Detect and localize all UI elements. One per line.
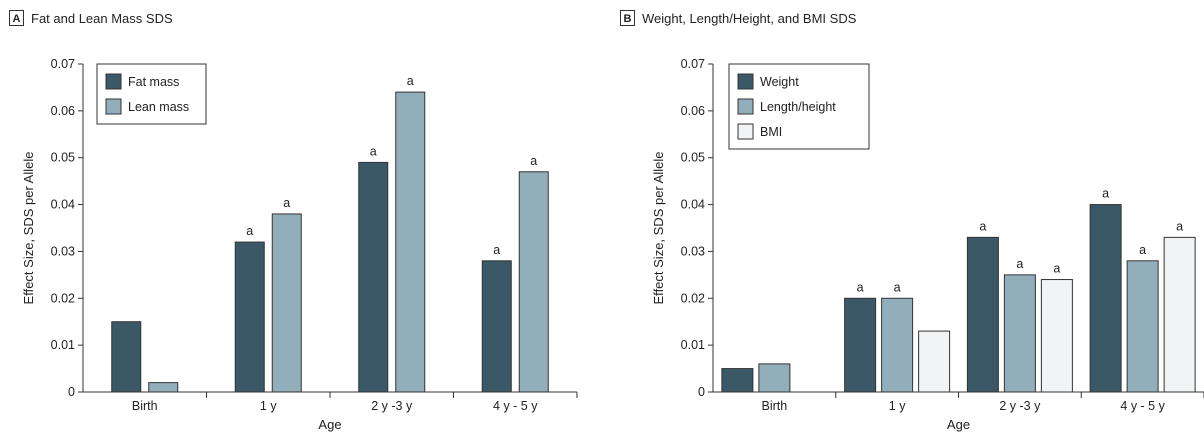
chart-a-bar-annotation: a [246, 224, 253, 238]
chart-b-bar [918, 330, 951, 393]
chart-b-bar [844, 297, 877, 393]
chart-a-bar-annotation: a [370, 144, 377, 158]
chart-a-y-axis-label: Effect Size, SDS per Allele [21, 152, 36, 305]
chart-b-bar [1089, 204, 1122, 393]
chart-b-legend-swatch [737, 123, 754, 140]
chart-a-y-tick-label: 0.05 [51, 151, 75, 165]
chart-b-bar [1003, 274, 1036, 393]
chart-a-x-tick-label: 1 y [260, 399, 277, 413]
chart-b-x-tick-label: Birth [762, 399, 788, 413]
chart-a-y-tick-label: 0.07 [51, 57, 75, 71]
chart-a-x-axis-label: Age [318, 417, 341, 432]
chart-a-legend-label: Fat mass [128, 75, 179, 89]
chart-a-legend-swatch [105, 98, 122, 115]
chart-b-x-axis-label: Age [947, 417, 970, 432]
chart-b-legend-swatch [737, 73, 754, 90]
chart-b-y-tick-label: 0 [698, 385, 705, 399]
chart-b-bar-annotation: a [1139, 243, 1146, 257]
chart-b-y-tick-label: 0.03 [681, 244, 705, 258]
chart-a-bar-annotation: a [283, 196, 290, 210]
chart-a-y-tick-label: 0.01 [51, 338, 75, 352]
chart-a-bar-annotation: a [407, 74, 414, 88]
chart-b-y-tick-label: 0.04 [681, 198, 705, 212]
chart-b-y-tick-label: 0.05 [681, 151, 705, 165]
chart-a-x-tick-label: Birth [132, 399, 158, 413]
chart-a-x-tick-label: 2 y -3 y [371, 399, 413, 413]
chart-a-y-tick-label: 0.04 [51, 198, 75, 212]
chart-b-y-axis-label: Effect Size, SDS per Allele [651, 152, 666, 305]
chart-a-bar [395, 91, 426, 393]
chart-b-x-tick-label: 2 y -3 y [999, 399, 1041, 413]
chart-a-bar [518, 171, 549, 393]
chart-b-bar-annotation: a [1176, 219, 1183, 233]
chart-a-bar [271, 213, 302, 393]
chart-b-y-tick-label: 0.02 [681, 291, 705, 305]
chart-b-bar [966, 236, 999, 393]
chart-b-bar-annotation: a [1053, 262, 1060, 276]
chart-b-legend-label: Length/height [760, 100, 836, 114]
chart-a-bar [234, 241, 265, 393]
chart-b-bar [721, 368, 754, 393]
chart-b-legend-label: BMI [760, 125, 782, 139]
chart-b-bar-annotation: a [979, 219, 986, 233]
panel-a-letter: A [9, 10, 24, 26]
panel-b-header: B Weight, Length/Height, and BMI SDS [620, 10, 856, 26]
chart-b-y-tick-label: 0.06 [681, 104, 705, 118]
chart-a-bar [111, 321, 142, 393]
chart-b-y-tick-label: 0.07 [681, 57, 705, 71]
chart-b-bar-annotation: a [1102, 187, 1109, 201]
chart-b-legend-swatch [737, 98, 754, 115]
chart-b-x-tick-label: 1 y [889, 399, 906, 413]
chart-b-bar-annotation: a [1016, 257, 1023, 271]
chart-b-bar [758, 363, 791, 393]
chart-b-bar-annotation: a [894, 280, 901, 294]
panel-a-header: A Fat and Lean Mass SDS [9, 10, 173, 26]
chart-a-bar-annotation: a [493, 243, 500, 257]
chart-a-y-tick-label: 0.03 [51, 244, 75, 258]
chart-a-bar [148, 382, 179, 393]
chart-a-legend-swatch [105, 73, 122, 90]
chart-a-y-tick-label: 0.06 [51, 104, 75, 118]
chart-b-bar [1040, 279, 1073, 393]
panel-b-title: Weight, Length/Height, and BMI SDS [642, 10, 857, 26]
chart-a-legend-label: Lean mass [128, 100, 189, 114]
chart-b-bar [1163, 236, 1196, 393]
chart-a-bar [481, 260, 512, 393]
panel-b-letter: B [620, 10, 635, 26]
chart-a: 0 0.01 0.02 0.03 0.04 0.05 0.06 0.07 Effect Size… [21, 57, 578, 432]
panel-a-title: Fat and Lean Mass SDS [31, 10, 173, 26]
chart-b-y-tick-label: 0.01 [681, 338, 705, 352]
chart-b-x-tick-label: 4 y - 5 y [1120, 399, 1165, 413]
chart-a-bar-annotation: a [530, 154, 537, 168]
chart-a-y-tick-label: 0 [68, 385, 75, 399]
chart-a-y-tick-label: 0.02 [51, 291, 75, 305]
chart-a-bar [358, 161, 389, 393]
chart-b-bar [881, 297, 914, 393]
chart-b-legend-label: Weight [760, 75, 799, 89]
chart-b-bar-annotation: a [857, 280, 864, 294]
chart-a-x-tick-label: 4 y - 5 y [493, 399, 538, 413]
chart-b-bar [1126, 260, 1159, 393]
